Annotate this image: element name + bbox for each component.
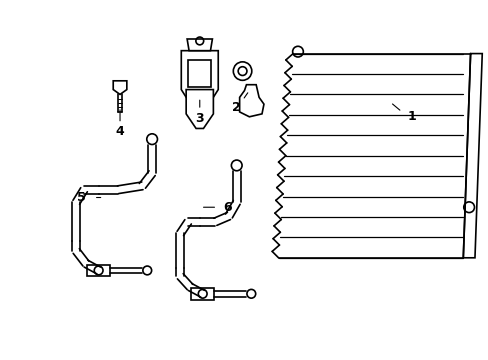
Polygon shape [87, 265, 110, 276]
Polygon shape [186, 90, 213, 129]
Polygon shape [113, 81, 126, 94]
Polygon shape [239, 85, 264, 117]
Text: 4: 4 [116, 125, 124, 138]
Polygon shape [188, 60, 211, 87]
Polygon shape [187, 39, 212, 51]
Text: 5: 5 [77, 191, 85, 204]
Text: 3: 3 [195, 112, 203, 125]
Text: 2: 2 [232, 100, 241, 113]
Text: 6: 6 [223, 201, 232, 214]
Polygon shape [181, 51, 218, 104]
Polygon shape [462, 54, 481, 258]
Text: 1: 1 [407, 110, 415, 123]
Polygon shape [191, 288, 214, 300]
